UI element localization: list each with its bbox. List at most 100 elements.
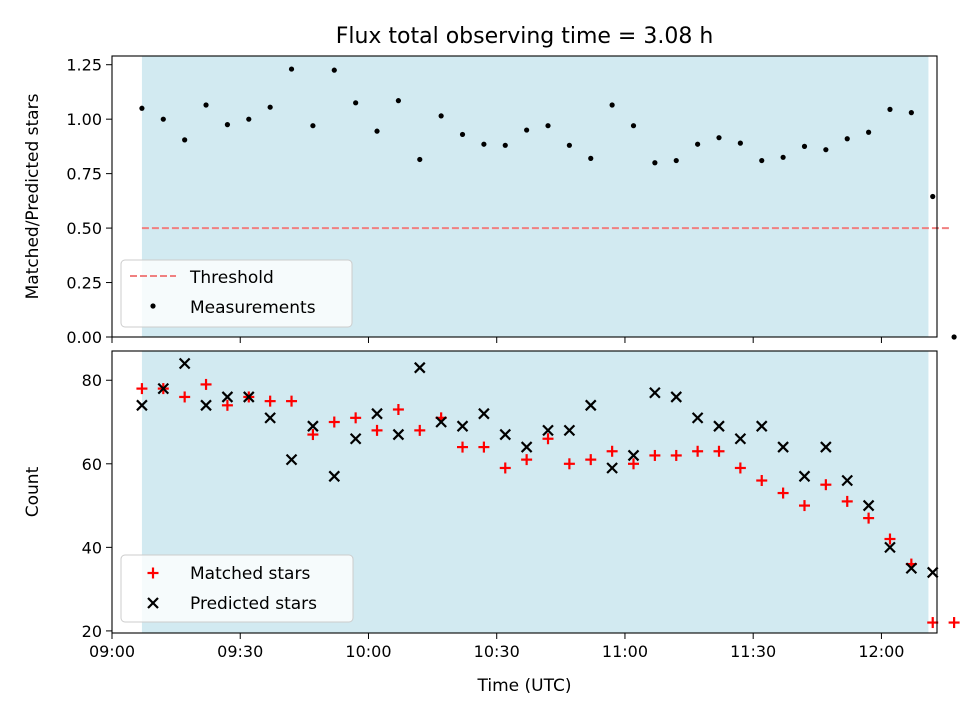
y-tick-label: 80 (82, 371, 102, 390)
measurement-point (310, 123, 316, 129)
matched-star-point (841, 495, 853, 507)
x-tick-label: 10:00 (345, 642, 391, 661)
matched-star-point (692, 445, 704, 457)
bottom-axes: 20 40 60 80 09:00 09:30 10:00 10:30 11:00 11:30 1… (23, 350, 960, 696)
predicted-star-point (820, 441, 832, 453)
predicted-star-point (884, 541, 896, 554)
x-tick-label: 12:00 (858, 642, 904, 661)
measurement-point (139, 105, 145, 111)
measurement-point (246, 116, 252, 122)
matched-star-point (414, 424, 426, 436)
cross-stroke (542, 424, 554, 437)
matched-star-point (734, 462, 746, 474)
bottom-y-axis-label: Count (23, 466, 43, 517)
cross-stroke (157, 382, 170, 395)
matched-stars-legend-label: Matched stars (190, 564, 310, 584)
predicted-star-point (777, 441, 789, 453)
measurement-point (716, 135, 722, 141)
cross-stroke (670, 391, 683, 403)
measurement-point (588, 155, 594, 161)
cross-stroke (649, 386, 661, 399)
matched-star-point (264, 395, 276, 407)
predicted-star-point (178, 357, 191, 370)
matched-star-point (200, 378, 212, 390)
predicted-star-point (392, 428, 405, 441)
matched-star-point (798, 500, 810, 512)
cross-stroke (136, 399, 148, 412)
predicted-star-point (264, 412, 276, 424)
x-tick-label: 11:00 (602, 642, 648, 661)
predicted-star-point (926, 566, 939, 579)
measurement-point (438, 113, 444, 119)
matched-star-point (649, 449, 661, 461)
measurement-point (331, 67, 337, 73)
predicted-star-point (499, 428, 512, 441)
predicted-star-point (734, 432, 747, 445)
y-tick-label: 1.25 (66, 56, 102, 75)
matched-star-point (371, 424, 383, 436)
cross-stroke (691, 412, 704, 424)
predicted-star-point (285, 453, 298, 466)
bottom-x-ticks: 09:00 09:30 10:00 10:30 11:00 11:30 12:00 (89, 633, 904, 661)
predicted-star-point (798, 470, 811, 483)
measurement-point (459, 131, 466, 138)
predicted-star-point (584, 399, 597, 412)
cross-stroke (307, 420, 319, 432)
cross-stroke (413, 361, 426, 374)
x-axis-label: Time (UTC) (477, 676, 572, 696)
predicted-star-point (862, 499, 875, 512)
bottom-legend: Matched stars Predicted stars (120, 554, 354, 623)
top-y-ticks: 0.00 0.25 0.50 0.75 1.00 1.25 (66, 56, 112, 347)
measurement-point (673, 157, 679, 164)
cross-stroke (349, 432, 362, 445)
cross-stroke (328, 470, 341, 483)
cross-stroke (478, 407, 490, 420)
matched-star-point (863, 512, 875, 524)
measurement-point (288, 66, 295, 72)
cross-stroke (584, 399, 597, 412)
measurement-point (353, 100, 359, 106)
chart-title: Flux total observing time = 3.08 h (336, 24, 714, 49)
cross-stroke (734, 432, 747, 445)
measurement-point (160, 116, 166, 122)
matched-star-point (521, 454, 533, 466)
predicted-stars-legend-label: Predicted stars (190, 594, 317, 614)
y-tick-label: 0.50 (66, 219, 102, 238)
matched-star-point (542, 433, 554, 445)
predicted-star-point (243, 391, 255, 403)
predicted-star-point (221, 391, 234, 403)
measurement-point (630, 123, 637, 129)
top-legend-box (120, 259, 353, 328)
measurement-point (737, 140, 743, 146)
measurement-point (374, 128, 380, 134)
matched-star-point (179, 391, 191, 403)
threshold-legend-label: Threshold (189, 268, 274, 288)
matched-stars-legend-marker (147, 567, 159, 579)
measurement-point (823, 147, 829, 153)
measurement-point (951, 334, 957, 340)
measurement-point (908, 110, 914, 116)
top-plot-marks (139, 66, 957, 340)
measurement-point (609, 102, 615, 108)
cross-stroke (435, 416, 447, 428)
predicted-star-point (371, 407, 383, 420)
top-y-axis-label: Matched/Predicted stars (23, 93, 43, 299)
cross-stroke (285, 453, 298, 466)
cross-stroke (926, 566, 939, 579)
measurement-point (759, 157, 765, 164)
top-x-ticks (111, 337, 882, 343)
cross-stroke (905, 562, 918, 575)
measurement-point (887, 106, 893, 112)
y-tick-label: 0.00 (66, 328, 102, 347)
bottom-legend-box (120, 554, 354, 623)
y-tick-label: 20 (82, 622, 102, 641)
cross-stroke (178, 357, 191, 370)
measurement-point (545, 123, 551, 129)
cross-stroke (499, 428, 512, 441)
x-tick-label: 10:30 (474, 642, 520, 661)
predicted-star-point (456, 420, 469, 432)
measurement-point (203, 102, 209, 108)
cross-stroke (243, 391, 255, 403)
matched-star-point (286, 395, 298, 407)
